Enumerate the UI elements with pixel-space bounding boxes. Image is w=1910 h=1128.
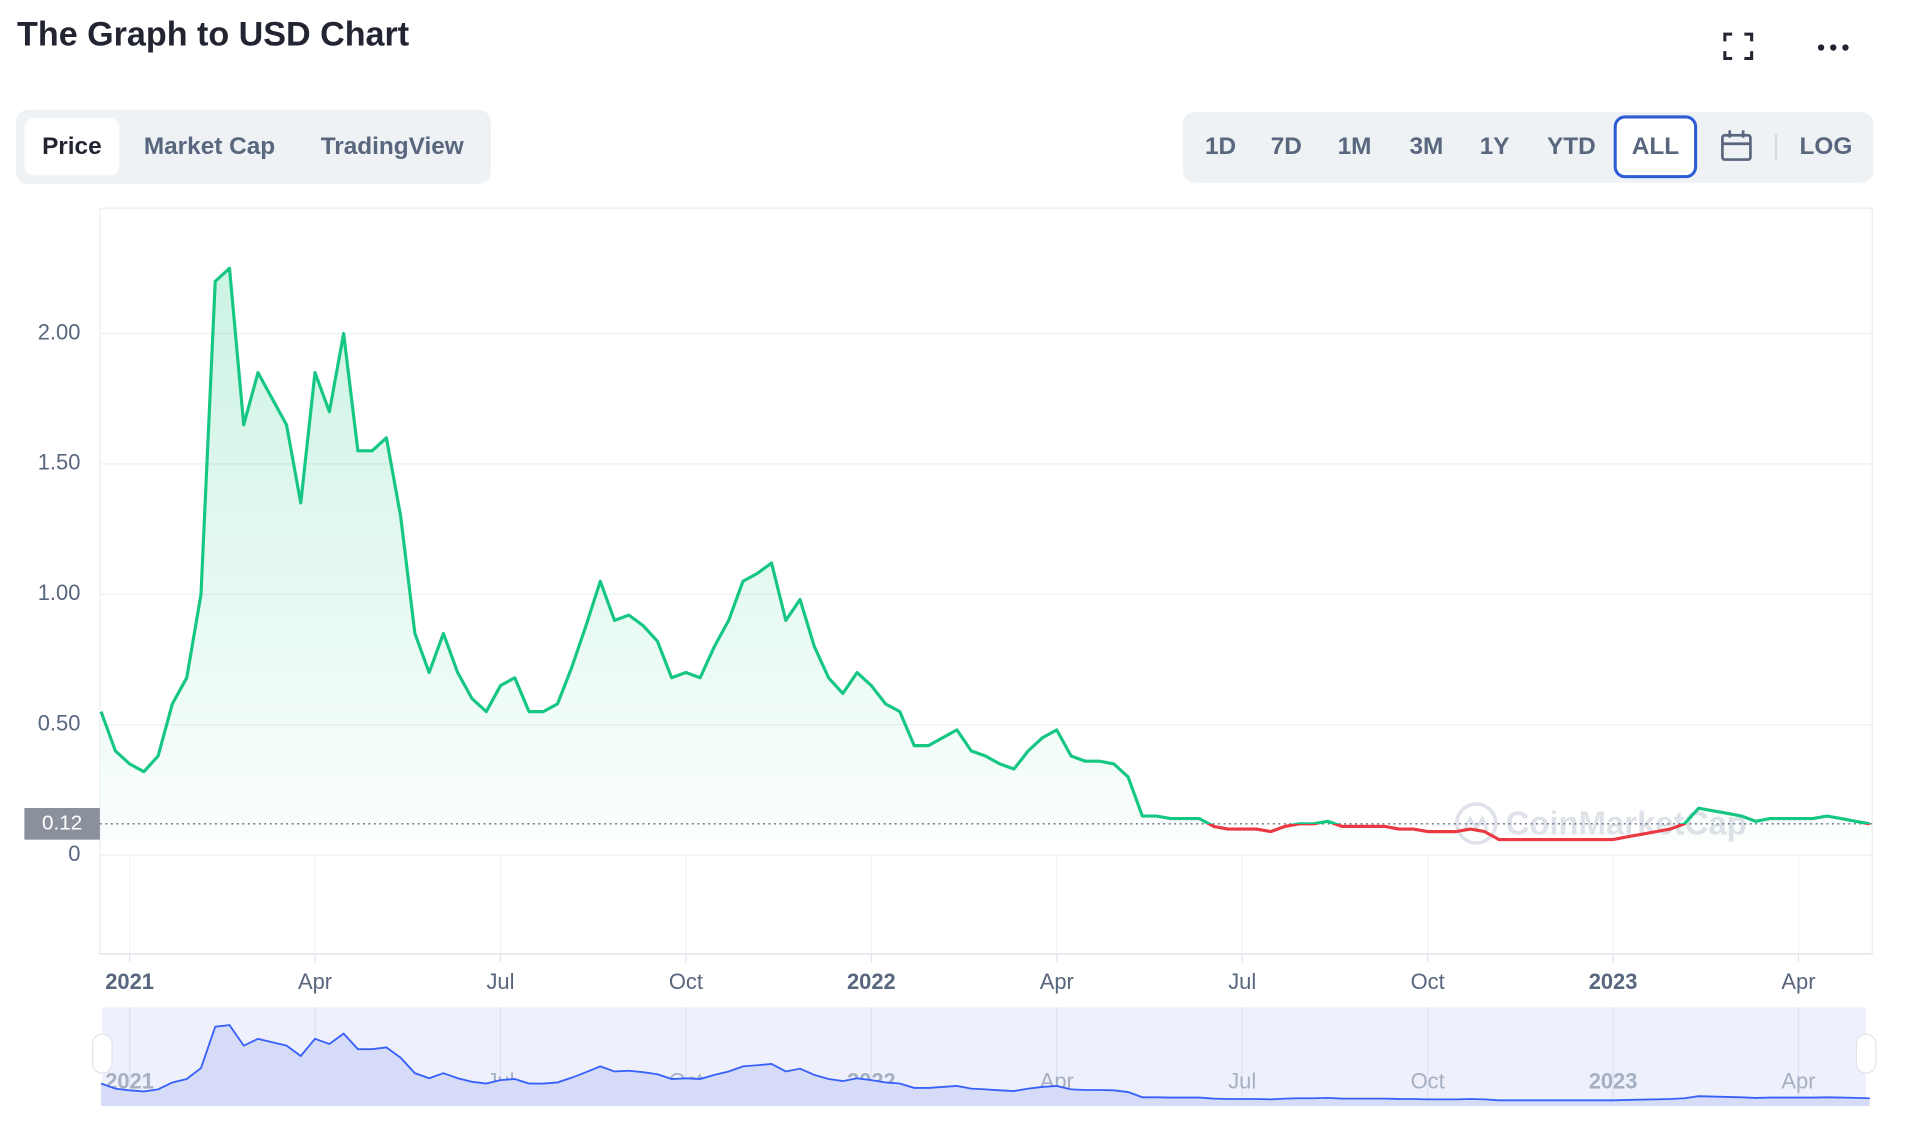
navigator-line [100, 1024, 1870, 1102]
y-tick-label: 0.50 [38, 711, 81, 736]
area-fill [101, 268, 1870, 841]
range-button[interactable]: 1D [1205, 133, 1236, 160]
x-tick-label: Oct [1411, 969, 1445, 994]
tab-group [15, 109, 491, 184]
x-tick-label: Apr [298, 969, 332, 994]
x-tick-label: Oct [669, 969, 703, 994]
range-button[interactable]: 1Y [1480, 133, 1510, 160]
current-price-badge [24, 807, 100, 840]
price-line [99, 266, 1871, 842]
x-tick-label: Apr [1040, 969, 1074, 994]
x-tick-label: Apr [1781, 969, 1815, 994]
tab[interactable]: TradingView [321, 133, 464, 160]
navigator-label: Apr [1781, 1069, 1815, 1094]
x-tick-label: 2023 [1589, 969, 1638, 994]
navigator-area [101, 1025, 1870, 1107]
x-tick-label: Jul [1228, 969, 1256, 994]
range-active-box [1613, 115, 1698, 179]
log-button[interactable]: LOG [1800, 133, 1853, 160]
y-tick-label: 2.00 [38, 319, 81, 344]
navigator-handle[interactable] [1855, 1033, 1877, 1074]
y-tick-label: 1.00 [38, 580, 81, 605]
navigator-label: Oct [1411, 1069, 1445, 1094]
current-price-label: 0.12 [42, 811, 82, 834]
range-button[interactable]: YTD [1547, 133, 1596, 160]
tab[interactable]: Price [42, 133, 102, 160]
navigator-label: Jul [1228, 1069, 1256, 1094]
y-tick-label: 0 [68, 841, 80, 866]
tab[interactable]: Market Cap [144, 133, 275, 160]
range-button[interactable]: ALL [1632, 133, 1679, 160]
navigator-handle[interactable] [91, 1033, 113, 1074]
calendar-button[interactable] [1721, 130, 1752, 161]
more-button[interactable] [1817, 44, 1849, 51]
range-button[interactable]: 1M [1338, 133, 1372, 160]
chart-title: The Graph to USD Chart [17, 16, 409, 54]
x-tick-label: Jul [486, 969, 514, 994]
range-button[interactable]: 7D [1271, 133, 1302, 160]
range-button[interactable]: 3M [1409, 133, 1443, 160]
range-group [1182, 112, 1874, 183]
fullscreen-button[interactable] [1723, 32, 1754, 61]
navigator-label: 2023 [1589, 1069, 1638, 1094]
x-tick-label: 2021 [105, 969, 154, 994]
y-tick-label: 1.50 [38, 450, 81, 475]
tab-active-bg [24, 118, 120, 176]
x-tick-label: 2022 [847, 969, 896, 994]
